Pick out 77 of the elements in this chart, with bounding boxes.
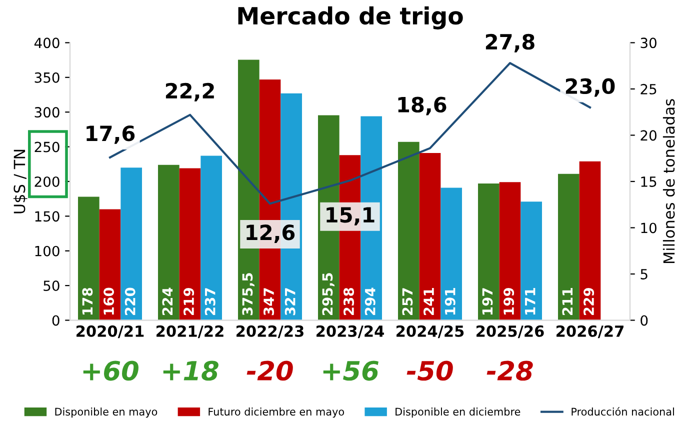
bar bbox=[440, 188, 462, 320]
text: -50 bbox=[406, 360, 453, 381]
data-label: 241 bbox=[424, 288, 434, 315]
bar bbox=[419, 153, 441, 320]
x-tick-label: 2026/27 bbox=[556, 325, 624, 338]
legend-label: Disponible en diciembre bbox=[396, 408, 520, 418]
data-label: 178 bbox=[82, 288, 93, 315]
data-label: 224 bbox=[162, 288, 172, 315]
data-label: 219 bbox=[184, 288, 194, 315]
text: -28 bbox=[486, 360, 533, 381]
data-label: 257 bbox=[402, 288, 413, 315]
y2-tick-label: 0 bbox=[640, 315, 648, 326]
legend-label: Disponible en mayo bbox=[55, 408, 158, 418]
y-tick-label: 150 bbox=[35, 211, 60, 222]
x-tick-label: 2023/24 bbox=[316, 325, 384, 338]
y2-tick-label: 10 bbox=[641, 222, 656, 234]
data-label: 211 bbox=[562, 288, 572, 315]
x-tick-label: 2021/22 bbox=[156, 325, 224, 338]
y2-tick-label: 5 bbox=[640, 269, 648, 280]
y2-tick-label: 15 bbox=[641, 176, 656, 187]
data-label: 197 bbox=[482, 288, 493, 315]
bar bbox=[579, 161, 601, 320]
text: +60 bbox=[83, 360, 138, 381]
y-tick-label: 400 bbox=[34, 38, 60, 48]
y-tick-label: 250 bbox=[34, 142, 60, 152]
bar bbox=[520, 202, 542, 320]
data-label: 375,5 bbox=[242, 273, 254, 316]
y-tick-label: 300 bbox=[34, 107, 60, 118]
legend-label: Producción nacional bbox=[572, 407, 674, 416]
data-label: 295,5 bbox=[322, 273, 334, 315]
bar bbox=[499, 182, 521, 320]
x-tick-label: 2024/25 bbox=[396, 325, 464, 338]
bar bbox=[398, 142, 420, 320]
x-tick-label: 2022/23 bbox=[236, 325, 304, 338]
text: +56 bbox=[323, 360, 378, 381]
y-tick-label: 0 bbox=[52, 315, 60, 326]
bar bbox=[200, 156, 222, 320]
data-label: 23,0 bbox=[566, 78, 615, 97]
bar bbox=[99, 209, 121, 320]
data-label: 22,2 bbox=[166, 82, 214, 102]
data-label: 294 bbox=[364, 288, 376, 315]
x-tick-label: 2020/21 bbox=[76, 325, 144, 338]
y2-tick-label: 25 bbox=[640, 84, 656, 94]
data-label: 327 bbox=[284, 288, 296, 316]
data-label: 171 bbox=[525, 288, 536, 315]
y-tick-label: 200 bbox=[34, 176, 60, 187]
data-label: 237 bbox=[204, 288, 216, 315]
y2-tick-label: 20 bbox=[640, 130, 656, 141]
text: -20 bbox=[246, 360, 293, 381]
data-label: 347 bbox=[264, 288, 274, 316]
bar bbox=[120, 168, 142, 320]
x-tick-label: 2025/26 bbox=[476, 325, 544, 338]
y-tick-label: 100 bbox=[35, 246, 60, 256]
data-label: 27,8 bbox=[486, 34, 534, 52]
data-label: 229 bbox=[584, 288, 594, 315]
y-tick-label: 50 bbox=[44, 280, 60, 292]
y2-tick-label: 30 bbox=[640, 38, 656, 48]
data-label: 220 bbox=[124, 288, 136, 315]
chart-title: Mercado de trigo bbox=[238, 6, 463, 30]
data-label: 191 bbox=[444, 288, 456, 315]
data-label: 15,1 bbox=[326, 207, 374, 226]
bar bbox=[558, 174, 580, 320]
y2-axis-title: Millones de toneladas bbox=[662, 99, 675, 264]
y-tick-label: 350 bbox=[34, 72, 60, 83]
bar bbox=[78, 196, 100, 320]
legend-label: Futuro diciembre en mayo bbox=[208, 408, 344, 418]
text: +18 bbox=[163, 360, 218, 381]
bar bbox=[478, 184, 500, 320]
bar bbox=[158, 164, 180, 320]
data-label: 160 bbox=[104, 288, 114, 315]
y-axis-title: U$S / TN bbox=[13, 150, 28, 214]
data-label: 17,6 bbox=[86, 126, 135, 144]
data-label: 18,6 bbox=[398, 96, 446, 116]
data-label: 238 bbox=[344, 288, 354, 315]
data-label: 12,6 bbox=[246, 224, 295, 243]
bar bbox=[179, 168, 201, 320]
data-label: 199 bbox=[504, 288, 514, 315]
